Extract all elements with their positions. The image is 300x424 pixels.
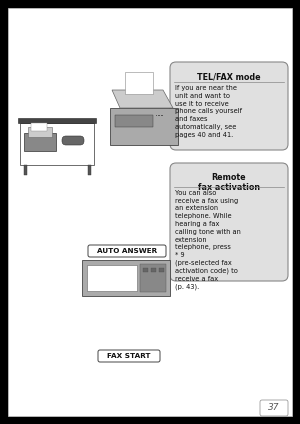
Bar xyxy=(159,268,164,272)
Text: AUTO ANSWER: AUTO ANSWER xyxy=(97,248,157,254)
Bar xyxy=(115,115,153,127)
FancyBboxPatch shape xyxy=(260,400,288,416)
Text: You can also
receive a fax using
an extension
telephone. While
hearing a fax
cal: You can also receive a fax using an exte… xyxy=(175,190,241,290)
Text: 37: 37 xyxy=(268,404,280,413)
FancyBboxPatch shape xyxy=(88,245,166,257)
Bar xyxy=(18,118,96,123)
FancyBboxPatch shape xyxy=(62,136,84,145)
Bar xyxy=(31,123,47,131)
Bar xyxy=(125,72,153,94)
Bar xyxy=(82,260,170,296)
Bar xyxy=(20,123,94,165)
Text: If you are near the
unit and want to
use it to receive
phone calls yourself
and : If you are near the unit and want to use… xyxy=(175,85,242,137)
Bar xyxy=(159,115,160,116)
Text: Remote
fax activation: Remote fax activation xyxy=(198,173,260,192)
Bar xyxy=(143,268,148,272)
Text: TEL/FAX mode: TEL/FAX mode xyxy=(197,72,261,81)
Bar xyxy=(24,165,27,175)
Bar xyxy=(140,264,166,292)
Bar xyxy=(156,115,157,116)
Bar xyxy=(158,115,159,116)
FancyBboxPatch shape xyxy=(98,350,160,362)
Bar xyxy=(28,127,52,137)
Bar xyxy=(151,268,156,272)
Bar xyxy=(160,115,162,116)
Text: FAX START: FAX START xyxy=(107,353,151,359)
Bar xyxy=(88,165,91,175)
FancyBboxPatch shape xyxy=(170,62,288,150)
Bar xyxy=(162,115,163,116)
Bar xyxy=(87,265,137,291)
Polygon shape xyxy=(112,90,173,108)
Bar xyxy=(24,133,56,151)
FancyBboxPatch shape xyxy=(170,163,288,281)
Bar xyxy=(110,108,178,145)
